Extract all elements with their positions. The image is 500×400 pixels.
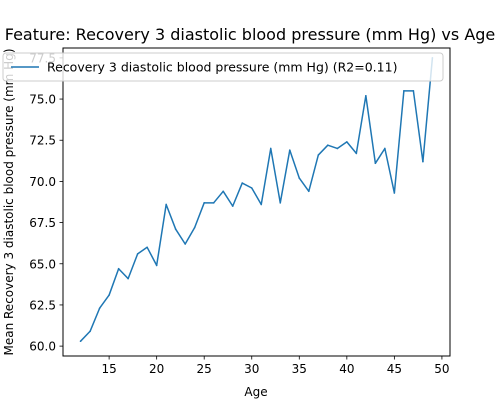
data-point	[250, 187, 253, 189]
data-point	[184, 243, 186, 245]
x-tick-label: 35	[292, 362, 307, 376]
chart-title: Feature: Recovery 3 diastolic blood pres…	[5, 25, 496, 44]
series-line	[79, 57, 434, 342]
data-point	[89, 330, 91, 333]
data-point	[155, 264, 158, 267]
data-point	[79, 340, 82, 342]
data-point	[108, 294, 110, 296]
data-point	[136, 253, 139, 255]
data-point	[327, 144, 329, 146]
data-point	[288, 149, 291, 151]
x-tick-label: 20	[149, 362, 164, 376]
data-point	[269, 147, 272, 150]
data-point	[317, 154, 320, 156]
data-point	[127, 277, 129, 280]
y-tick-label: 67.5	[29, 216, 56, 230]
data-point	[193, 226, 196, 229]
data-points	[79, 57, 434, 342]
data-point	[403, 90, 405, 92]
data-point	[212, 202, 215, 204]
x-tick-label: 50	[434, 362, 449, 376]
data-point	[393, 192, 396, 194]
legend: Recovery 3 diastolic blood pressure (mm …	[2, 52, 444, 82]
y-tick-label: 62.5	[29, 298, 56, 312]
y-tick-label: 70.0	[29, 175, 56, 189]
data-point	[174, 228, 177, 230]
data-point	[98, 307, 101, 310]
data-point	[231, 205, 234, 207]
data-point	[117, 267, 120, 270]
data-point	[422, 160, 424, 163]
legend-box	[2, 52, 444, 82]
data-point	[374, 162, 377, 165]
y-tick-label: 75.0	[29, 93, 56, 107]
x-tick-label: 40	[339, 362, 354, 376]
x-tick-label: 30	[244, 362, 259, 376]
y-tick-label: 72.5	[29, 134, 56, 148]
data-point	[260, 203, 263, 206]
x-axis-label: Age	[244, 385, 267, 399]
x-axis-ticks: 15 20 25 30 35 40 45 50	[101, 356, 450, 376]
data-point	[165, 203, 167, 206]
data-point	[346, 141, 348, 143]
data-point	[279, 202, 282, 204]
x-tick-label: 25	[197, 362, 212, 376]
data-point	[222, 190, 225, 193]
x-tick-label: 15	[101, 362, 116, 376]
data-point	[336, 147, 339, 150]
y-tick-label: 60.0	[29, 340, 56, 354]
data-point	[384, 147, 386, 150]
x-tick-label: 45	[387, 362, 402, 376]
data-point	[412, 90, 415, 92]
data-point	[365, 94, 367, 97]
legend-label: Recovery 3 diastolic blood pressure (mm …	[47, 60, 397, 75]
data-point	[146, 246, 148, 249]
y-axis-label: Mean Recovery 3 diastolic blood pressure…	[2, 48, 16, 355]
y-tick-label: 65.0	[29, 257, 56, 271]
plot-area-frame	[62, 47, 451, 357]
data-point	[203, 202, 205, 204]
data-point	[308, 190, 310, 193]
data-point	[355, 152, 358, 155]
data-point	[298, 177, 301, 179]
data-point	[241, 182, 244, 184]
